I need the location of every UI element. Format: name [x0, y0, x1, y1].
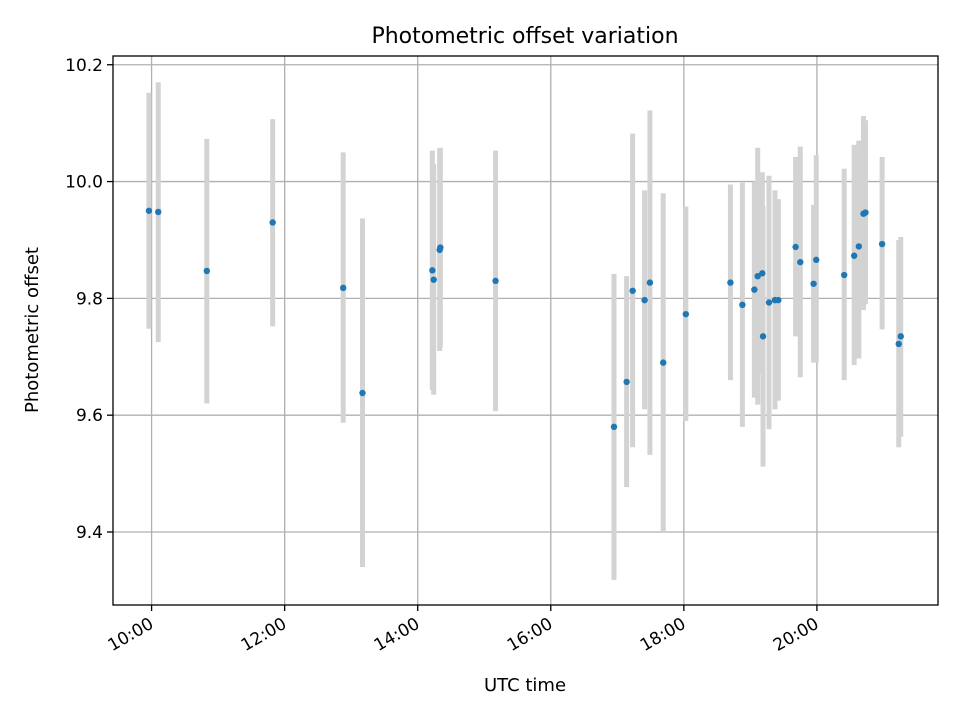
- data-point: [759, 333, 767, 340]
- y-tick-label: 9.8: [76, 289, 103, 309]
- y-tick-label: 10.0: [65, 173, 103, 193]
- data-point: [429, 267, 436, 274]
- data-point: [145, 207, 153, 214]
- data-point: [895, 340, 902, 348]
- data-point: [840, 271, 848, 279]
- data-point: [754, 272, 761, 280]
- data-point: [660, 359, 667, 366]
- data-point: [203, 267, 211, 275]
- chart-title: Photometric offset variation: [371, 24, 678, 49]
- data-point: [765, 299, 773, 306]
- data-point: [629, 287, 636, 294]
- data-point: [751, 286, 758, 293]
- data-point: [610, 423, 618, 431]
- data-point: [792, 243, 799, 251]
- data-point: [739, 301, 746, 309]
- data-point: [855, 243, 863, 250]
- data-point: [862, 209, 869, 216]
- point-layer: [145, 207, 904, 431]
- data-point: [775, 296, 782, 304]
- data-point: [797, 258, 804, 266]
- data-point: [155, 208, 162, 216]
- data-point: [682, 310, 690, 318]
- y-tick-label: 9.6: [76, 406, 103, 426]
- data-point: [897, 333, 904, 340]
- data-point: [878, 240, 886, 248]
- data-point: [437, 244, 444, 251]
- data-point: [813, 256, 820, 264]
- data-point: [359, 389, 366, 397]
- data-point: [759, 270, 766, 277]
- data-point: [623, 378, 630, 386]
- data-point: [269, 219, 276, 226]
- plot-frame: [112, 55, 939, 606]
- x-axis-label: UTC time: [484, 675, 566, 696]
- y-tick-label: 10.2: [65, 56, 103, 76]
- data-point: [810, 280, 817, 287]
- data-point: [727, 279, 734, 286]
- data-point: [492, 277, 499, 285]
- data-point: [340, 284, 347, 292]
- y-axis-label: Photometric offset: [22, 247, 43, 413]
- y-tick-label: 9.4: [76, 523, 103, 543]
- data-point: [850, 252, 858, 259]
- data-point: [646, 279, 654, 286]
- data-point: [641, 296, 648, 304]
- data-point: [430, 276, 437, 283]
